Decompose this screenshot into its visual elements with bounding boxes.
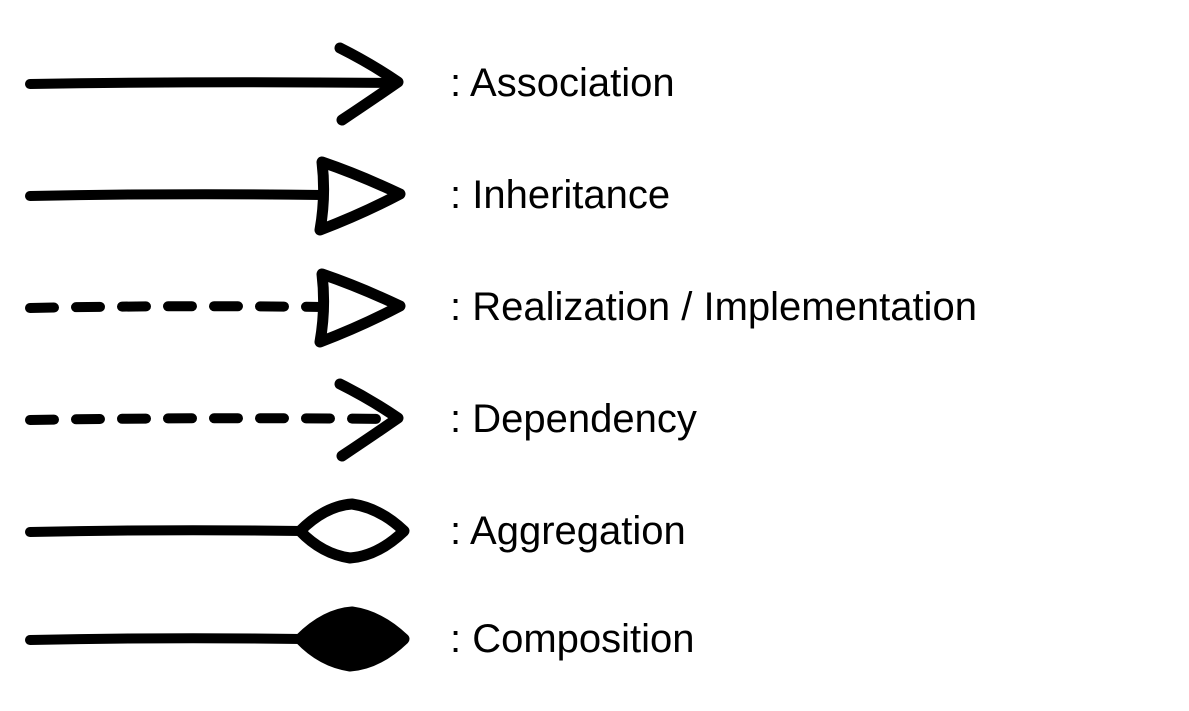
realization-arrow bbox=[0, 252, 420, 362]
legend-row-association: : Association bbox=[0, 28, 1189, 138]
association-arrow bbox=[0, 28, 420, 138]
composition-arrow bbox=[0, 584, 420, 694]
legend-row-aggregation: : Aggregation bbox=[0, 476, 1189, 586]
inheritance-arrow bbox=[0, 140, 420, 250]
composition-label: : Composition bbox=[450, 617, 695, 662]
dependency-label: : Dependency bbox=[450, 397, 697, 442]
uml-arrow-legend: : Association : Inheritance : Realizatio… bbox=[0, 0, 1189, 711]
legend-row-realization: : Realization / Implementation bbox=[0, 252, 1189, 362]
aggregation-arrow bbox=[0, 476, 420, 586]
legend-row-inheritance: : Inheritance bbox=[0, 140, 1189, 250]
aggregation-label: : Aggregation bbox=[450, 509, 686, 554]
legend-row-composition: : Composition bbox=[0, 584, 1189, 694]
legend-row-dependency: : Dependency bbox=[0, 364, 1189, 474]
association-label: : Association bbox=[450, 61, 675, 106]
realization-label: : Realization / Implementation bbox=[450, 285, 977, 330]
dependency-arrow bbox=[0, 364, 420, 474]
inheritance-label: : Inheritance bbox=[450, 173, 670, 218]
